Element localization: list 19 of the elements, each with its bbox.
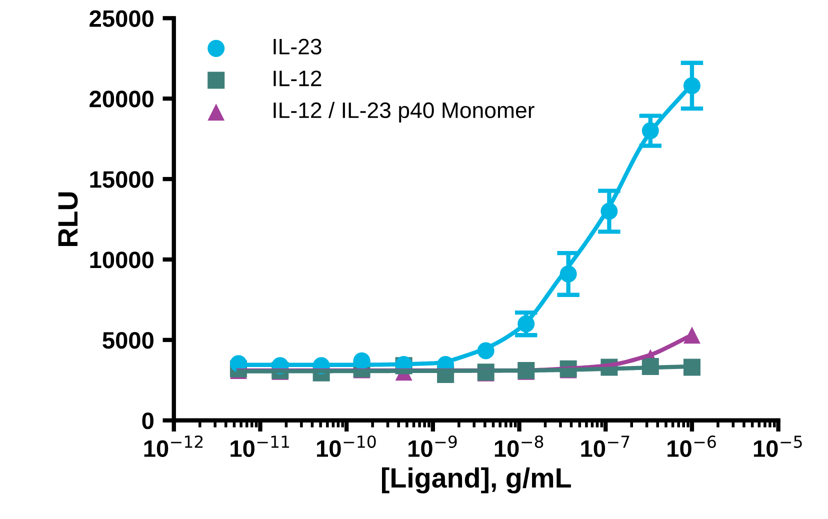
legend-label: IL-12 xyxy=(274,70,322,86)
y-tick-label: 5000 xyxy=(102,332,154,349)
legend-label: IL-12 / IL-23 p40 Monomer xyxy=(274,102,534,123)
y-tick-label: 10000 xyxy=(90,252,154,268)
x-tick-label: 10$^{−8}$ xyxy=(494,435,544,457)
x-tick-label: 10$^{−7}$ xyxy=(581,436,630,458)
legend-label: IL-23 xyxy=(274,38,322,54)
x-tick-label: 10$^{−9}$ xyxy=(408,435,457,457)
x-axis-title: [Ligand], g/mL xyxy=(382,467,571,494)
x-tick-label: 10$^{−6}$ xyxy=(668,435,716,457)
x-tick-label: 10$^{−11}$ xyxy=(230,436,290,458)
y-tick-label: 20000 xyxy=(90,90,154,108)
x-tick-label: 10$^{−10}$ xyxy=(317,435,376,457)
y-tick-label: 0 xyxy=(142,412,154,430)
x-tick-label: 10$^{−5}$ xyxy=(754,436,802,458)
y-tick-label: 15000 xyxy=(90,171,154,188)
x-tick-label: 10$^{−12}$ xyxy=(144,435,203,457)
y-tick-label: 25000 xyxy=(90,10,154,27)
y-axis-title: RLU xyxy=(58,192,78,246)
